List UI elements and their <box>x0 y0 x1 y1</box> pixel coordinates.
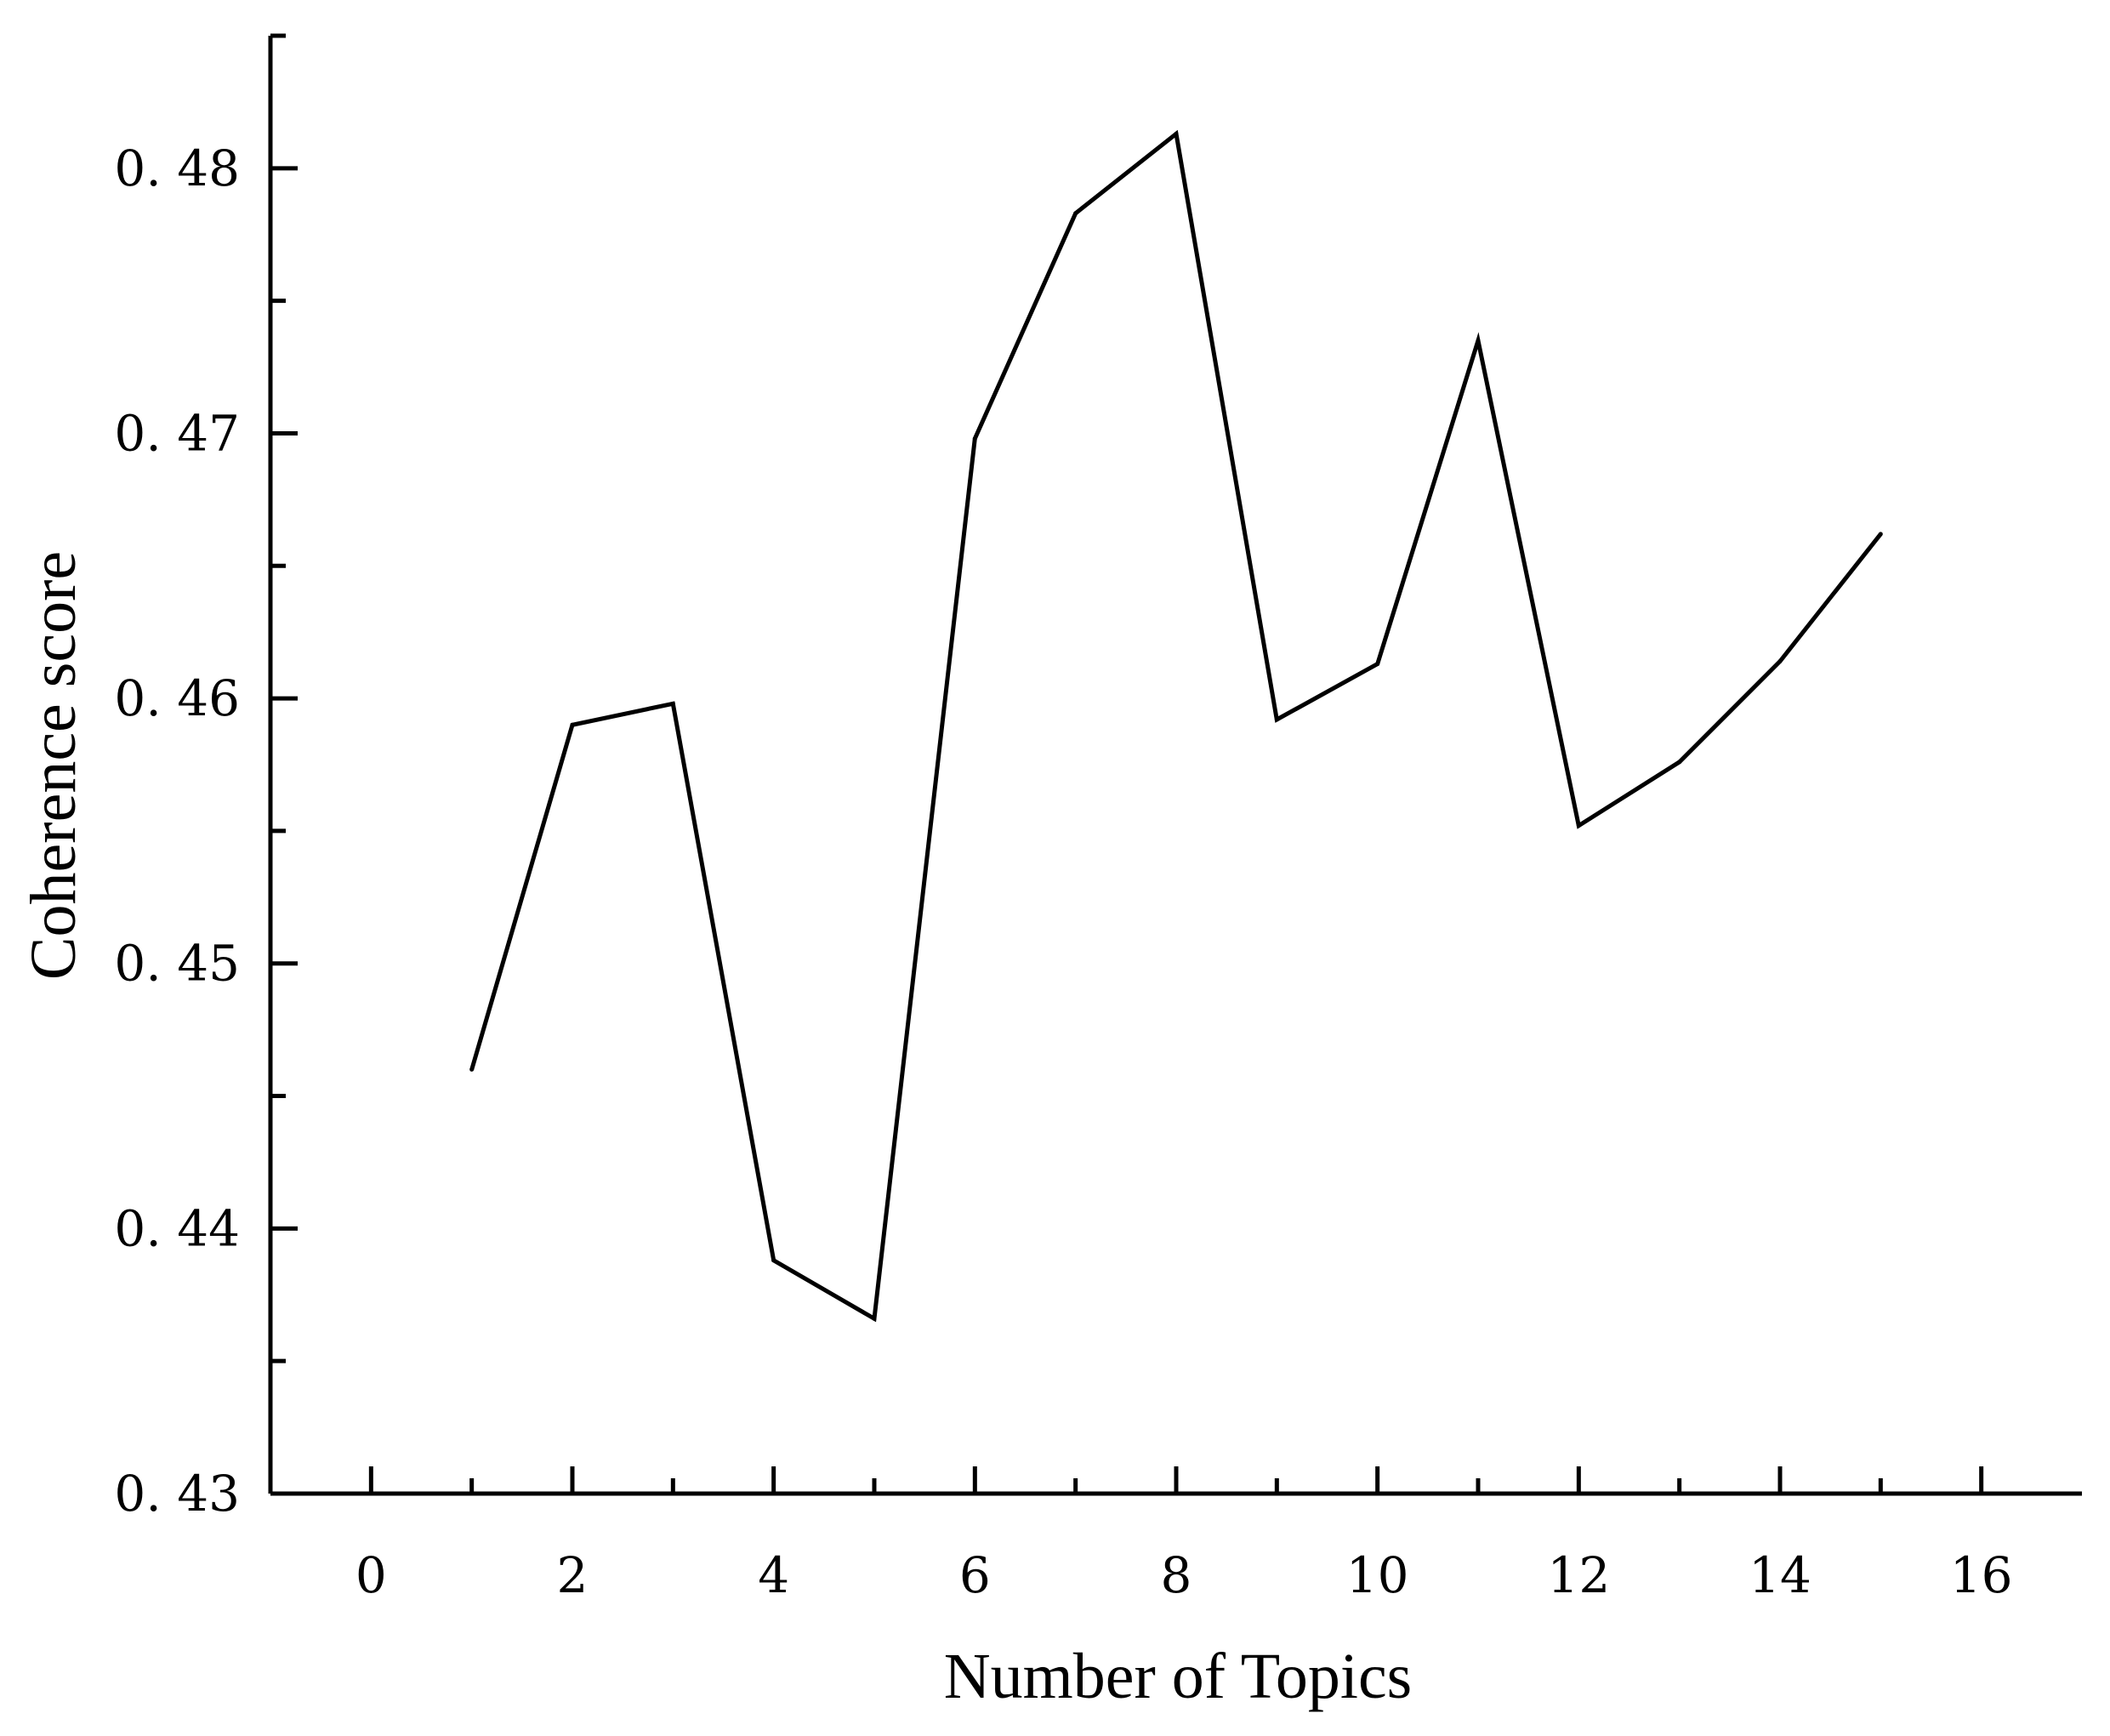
y-tick-label: 0. 47 <box>114 404 240 462</box>
data-point <box>872 1316 877 1321</box>
data-point <box>972 436 977 441</box>
y-tick-label: 0. 45 <box>114 935 240 993</box>
data-point <box>1174 131 1179 136</box>
data-point <box>771 1258 776 1263</box>
data-point <box>1878 532 1883 537</box>
y-tick-label: 0. 44 <box>114 1199 240 1257</box>
y-axis-ticks: 0. 43 0. 44 0. 45 0. 46 0. 47 0. 48 <box>114 33 298 1523</box>
x-tick-label: 6 <box>959 1546 991 1604</box>
x-tick-label: 14 <box>1749 1546 1811 1604</box>
data-point <box>670 701 675 706</box>
x-tick-label: 12 <box>1547 1546 1610 1604</box>
data-point <box>570 722 575 727</box>
series-layer <box>469 129 1883 1323</box>
x-tick-label: 10 <box>1346 1546 1409 1604</box>
x-axis-title: Number of Topics <box>944 1641 1413 1712</box>
y-axis-title: Coherence score <box>18 551 89 980</box>
y-tick-label: 0. 48 <box>114 139 240 197</box>
coherence-series-line <box>469 129 1883 1323</box>
data-point <box>1375 662 1380 667</box>
x-tick-label: 16 <box>1950 1546 2013 1604</box>
x-tick-label: 4 <box>758 1546 789 1604</box>
x-tick-label: 2 <box>557 1546 589 1604</box>
x-axis-ticks: 0 2 4 6 8 10 12 14 16 <box>355 1466 2013 1604</box>
data-point <box>1073 211 1078 216</box>
data-point <box>1777 658 1783 663</box>
data-point <box>1677 760 1682 765</box>
data-point <box>1576 823 1581 828</box>
axes <box>268 36 2082 1496</box>
x-tick-label: 0 <box>355 1546 387 1604</box>
y-tick-label: 0. 43 <box>114 1465 240 1523</box>
y-tick-label: 0. 46 <box>114 669 240 727</box>
data-point <box>469 1067 475 1072</box>
x-tick-label: 8 <box>1161 1546 1192 1604</box>
data-point <box>1476 338 1481 343</box>
data-point <box>1274 717 1279 722</box>
